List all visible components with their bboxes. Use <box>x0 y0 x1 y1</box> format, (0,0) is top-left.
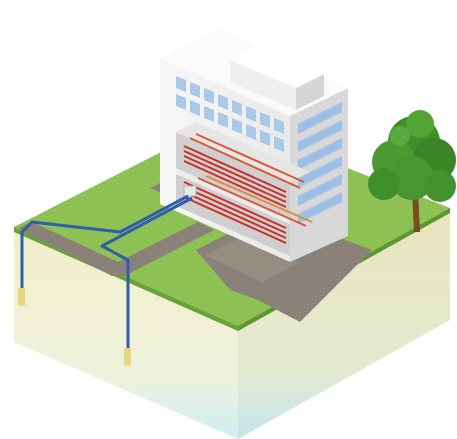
soil-left-face <box>14 227 238 439</box>
ground-probe-icon <box>18 288 25 306</box>
heating-coil-lower <box>183 175 313 244</box>
side-windows <box>298 102 342 224</box>
heat-pump-unit <box>183 185 197 197</box>
tree-icon <box>368 110 456 232</box>
ground-probe-icon <box>124 348 131 366</box>
driveway-patch <box>205 238 300 282</box>
tower-roof <box>230 46 324 88</box>
window-grid <box>176 76 284 152</box>
soil-right-face <box>238 208 450 439</box>
pipe-trench <box>18 222 214 276</box>
floor-slab-middle <box>176 168 290 224</box>
tower-left-wall <box>230 60 296 110</box>
heating-coil-upper <box>183 133 305 208</box>
ground-pipes <box>20 194 193 350</box>
cutaway-ceiling-upper <box>176 122 310 182</box>
tower-front <box>296 74 324 110</box>
